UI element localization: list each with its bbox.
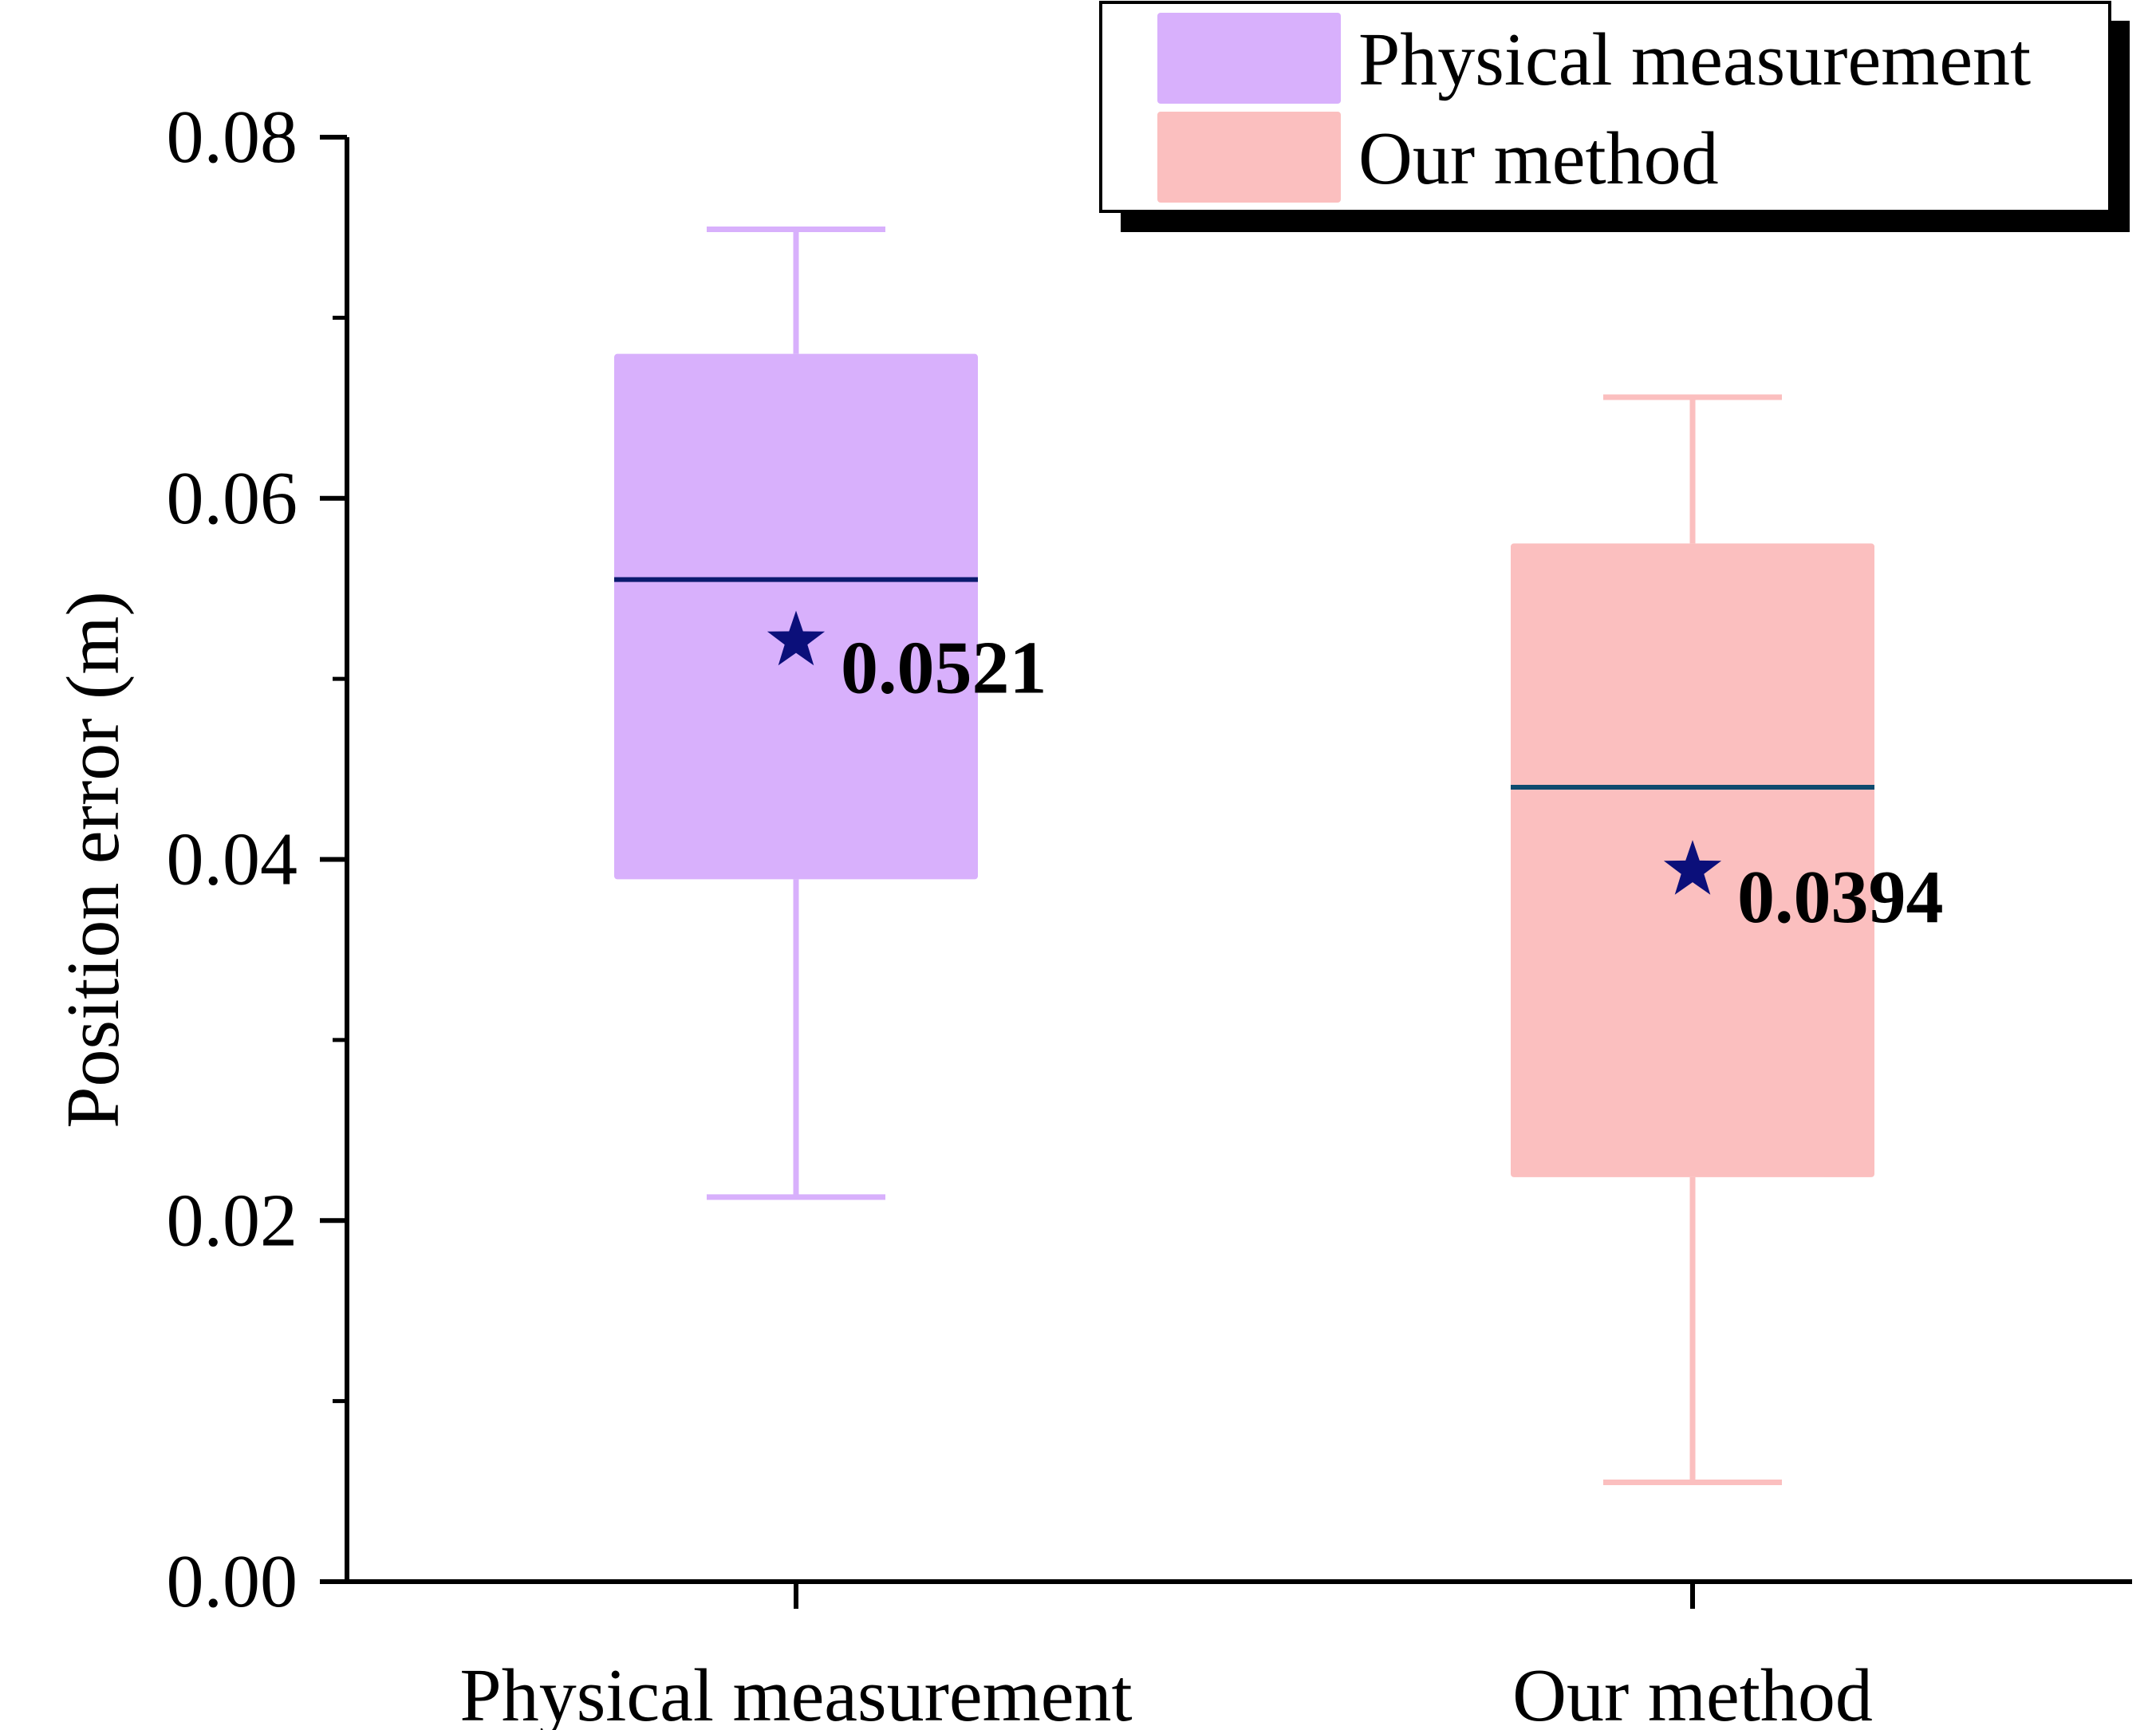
y-tick-label: 0.04 — [167, 818, 298, 901]
axes: 0.00 0.02 0.04 0.06 0.08 Physical measuremen… — [52, 96, 2132, 1730]
legend-label: Our method — [1358, 117, 1719, 200]
box-physical-measurement: 0.0521 — [614, 226, 1047, 1200]
legend-swatch — [1157, 112, 1341, 203]
box-our-method: 0.0394 — [1511, 394, 1944, 1485]
legend-label: Physical measurement — [1358, 18, 2031, 101]
mean-value-label: 0.0394 — [1737, 856, 1944, 939]
y-tick-label: 0.06 — [167, 457, 298, 540]
x-ticks: Physical measurement Our method — [459, 1582, 1873, 1730]
x-tick-label: Our method — [1512, 1654, 1873, 1730]
y-ticks: 0.00 0.02 0.04 0.06 0.08 — [167, 96, 347, 1623]
legend-swatch — [1157, 13, 1341, 104]
y-axis-title: Position error (m) — [52, 591, 135, 1129]
y-tick-label: 0.00 — [167, 1540, 298, 1623]
legend: Physical measurement Our method — [1099, 1, 2130, 232]
boxes: 0.0521 0.0394 — [614, 226, 1944, 1485]
y-tick-label: 0.02 — [167, 1179, 298, 1262]
legend-items: Physical measurement Our method — [1157, 13, 2031, 203]
mean-value-label: 0.0521 — [841, 627, 1047, 710]
mean-star-icon — [767, 610, 826, 666]
mean-star-icon — [1663, 840, 1722, 895]
x-tick-label: Physical measurement — [459, 1654, 1132, 1730]
y-tick-label: 0.08 — [167, 96, 298, 179]
